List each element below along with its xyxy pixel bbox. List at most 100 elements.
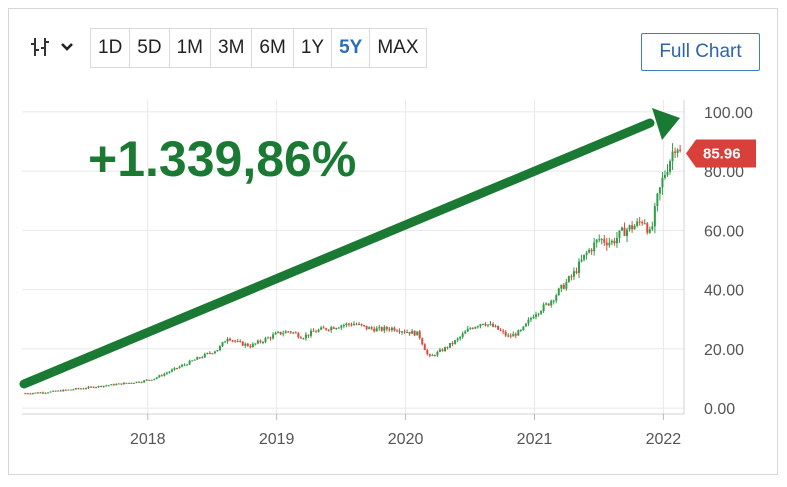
candle-body bbox=[583, 254, 586, 260]
x-tick-label: 2020 bbox=[388, 431, 424, 448]
candle-body bbox=[264, 338, 267, 342]
candle-body bbox=[211, 353, 214, 355]
candle-body bbox=[269, 337, 272, 339]
candle-body bbox=[181, 364, 184, 367]
candle-body bbox=[234, 340, 237, 342]
candle-body bbox=[203, 353, 206, 358]
candle-body bbox=[236, 341, 239, 343]
candle-body bbox=[191, 360, 194, 362]
candle-body bbox=[537, 313, 540, 315]
candle-body bbox=[504, 331, 507, 336]
candle-body bbox=[550, 300, 553, 306]
candle-body bbox=[474, 326, 477, 329]
candle-body bbox=[259, 340, 262, 343]
candle-body bbox=[143, 380, 146, 383]
candle-body bbox=[438, 349, 441, 352]
candle-body bbox=[580, 259, 583, 262]
candle-body bbox=[256, 340, 259, 344]
y-tick-label: 100.00 bbox=[704, 105, 753, 122]
candle-body bbox=[608, 242, 611, 246]
candle-body bbox=[309, 330, 312, 336]
chart-type-selector[interactable] bbox=[30, 32, 82, 62]
candle-body bbox=[92, 386, 95, 388]
candle-body bbox=[413, 330, 416, 336]
x-tick-label: 2022 bbox=[646, 431, 682, 448]
full-chart-button[interactable]: Full Chart bbox=[641, 33, 760, 71]
range-button-6m[interactable]: 6M bbox=[252, 29, 294, 67]
candle-body bbox=[671, 151, 674, 162]
candle-body bbox=[661, 177, 664, 188]
candle-body bbox=[107, 385, 110, 387]
candle-body bbox=[47, 392, 50, 394]
range-button-5d[interactable]: 5D bbox=[130, 29, 170, 67]
y-tick-label: 60.00 bbox=[704, 223, 744, 240]
candle-body bbox=[355, 323, 358, 325]
candle-body bbox=[540, 311, 543, 314]
x-tick-label: 2019 bbox=[259, 431, 295, 448]
candle-body bbox=[279, 331, 282, 335]
candle-body bbox=[84, 388, 87, 390]
candle-body bbox=[476, 326, 479, 328]
candle-body bbox=[443, 347, 446, 352]
trend-arrow-shaft bbox=[19, 118, 655, 389]
candle-body bbox=[575, 271, 578, 273]
candle-body bbox=[178, 366, 181, 369]
candle-body bbox=[345, 323, 348, 326]
candle-body bbox=[67, 389, 70, 391]
last-price-tag-shape bbox=[686, 139, 756, 168]
candle-body bbox=[201, 357, 204, 359]
candle-body bbox=[168, 371, 171, 373]
candle-body bbox=[34, 392, 37, 394]
range-button-3m[interactable]: 3M bbox=[211, 29, 253, 67]
candle-body bbox=[226, 338, 229, 342]
candle-body bbox=[170, 369, 173, 372]
candle-body bbox=[221, 342, 224, 347]
candle-body bbox=[585, 252, 588, 255]
candle-body bbox=[454, 340, 457, 344]
candle-body bbox=[90, 386, 93, 388]
candle-body bbox=[332, 327, 335, 329]
candle-body bbox=[388, 329, 391, 331]
candle-body bbox=[626, 229, 629, 236]
candle-body bbox=[560, 284, 563, 289]
candle-body bbox=[163, 373, 166, 376]
candle-body bbox=[95, 387, 98, 389]
candle-body bbox=[507, 335, 510, 337]
range-button-max[interactable]: MAX bbox=[370, 29, 426, 67]
candle-body bbox=[287, 331, 290, 333]
chevron-down-icon bbox=[61, 43, 73, 51]
candle-body bbox=[395, 330, 398, 332]
candle-body bbox=[62, 389, 65, 392]
candle-body bbox=[502, 330, 505, 332]
candle-body bbox=[299, 337, 302, 339]
candle-body bbox=[486, 324, 489, 326]
candle-body bbox=[426, 350, 429, 355]
candle-body bbox=[509, 335, 512, 337]
candle-body bbox=[545, 303, 548, 305]
candle-body bbox=[517, 330, 520, 336]
y-axis-labels: 0.00 20.00 40.00 60.00 80.00 100.00 bbox=[704, 105, 753, 418]
candle-body bbox=[49, 391, 52, 393]
range-button-1d[interactable]: 1D bbox=[91, 29, 131, 67]
candle-body bbox=[29, 393, 32, 395]
candle-body bbox=[216, 350, 219, 352]
candle-body bbox=[365, 325, 368, 330]
range-button-5y[interactable]: 5Y bbox=[332, 29, 371, 67]
candle-body bbox=[241, 341, 244, 346]
candle-body bbox=[145, 379, 148, 381]
candle-body bbox=[403, 331, 406, 333]
range-button-1y[interactable]: 1Y bbox=[293, 29, 333, 67]
candle-body bbox=[471, 328, 474, 330]
candle-body bbox=[648, 229, 651, 233]
candle-body bbox=[120, 383, 123, 385]
candle-body bbox=[307, 334, 310, 336]
range-button-1m[interactable]: 1M bbox=[169, 29, 211, 67]
candle-body bbox=[393, 327, 396, 331]
candle-body bbox=[497, 325, 500, 330]
candle-body bbox=[529, 318, 532, 320]
candle-body bbox=[158, 375, 161, 378]
candle-body bbox=[26, 393, 29, 395]
candle-body bbox=[542, 304, 545, 312]
trend-arrow bbox=[19, 108, 680, 389]
